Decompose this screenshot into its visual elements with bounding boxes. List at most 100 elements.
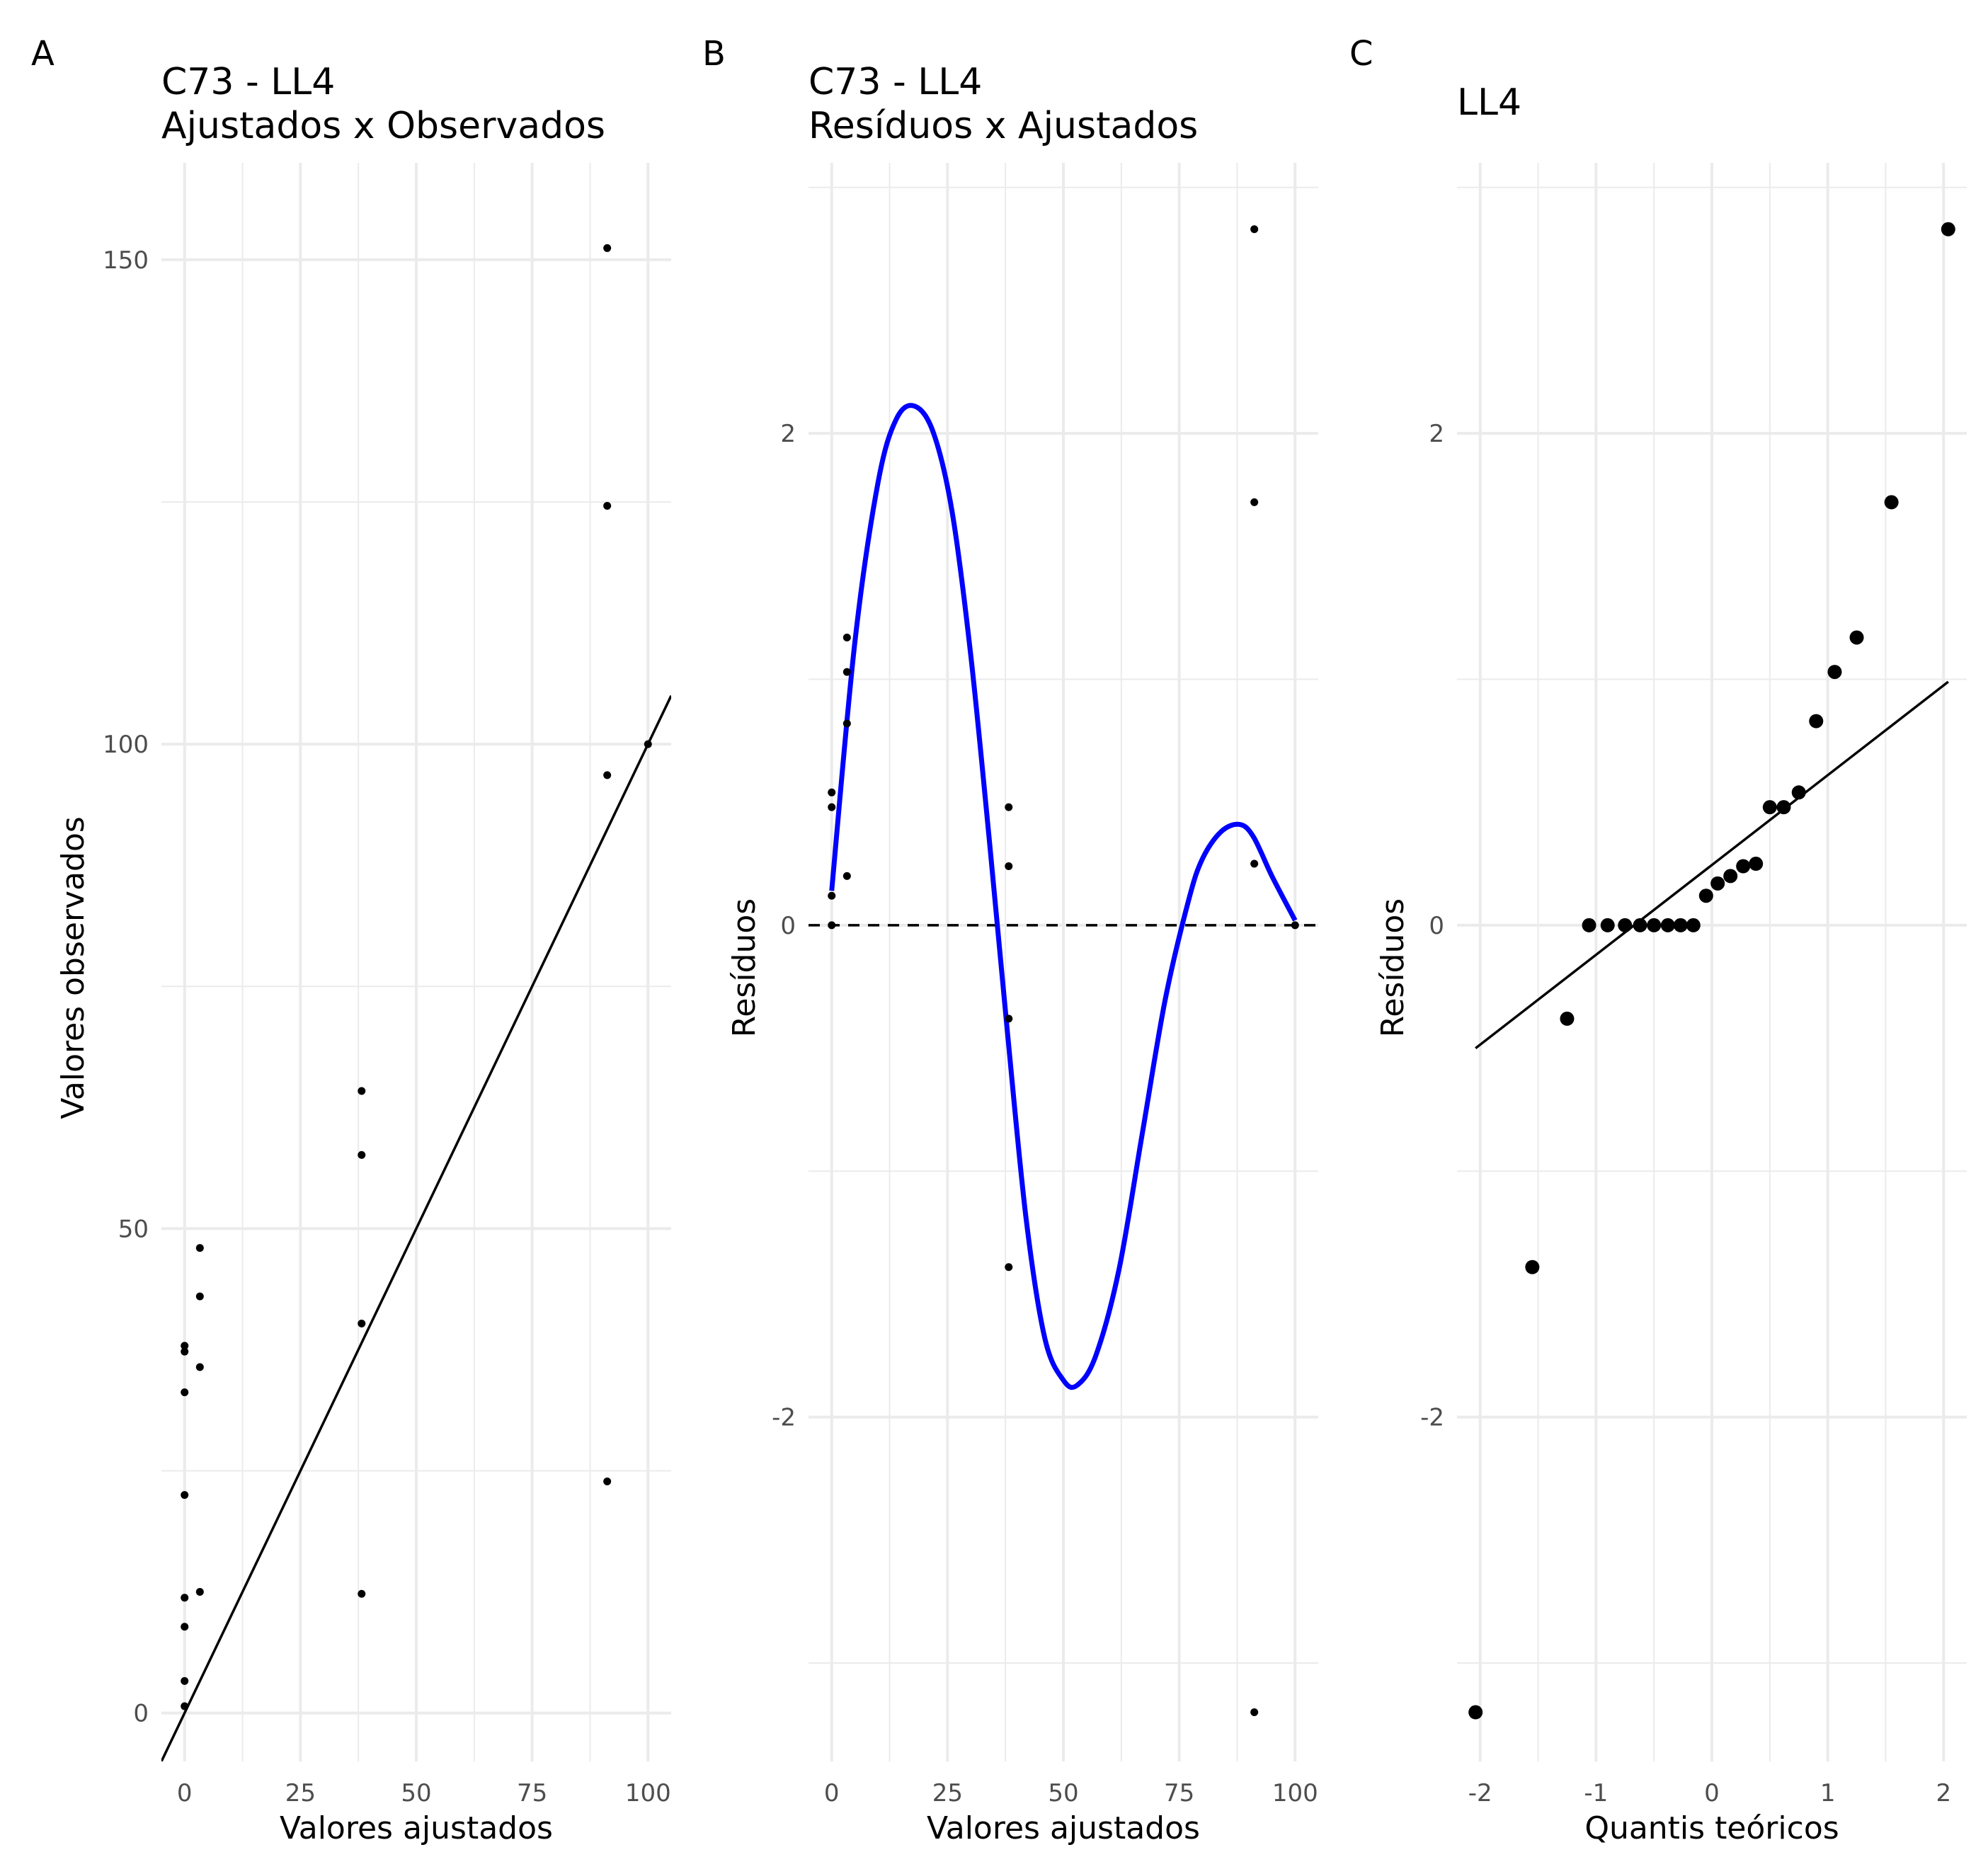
panel-tag: C: [1349, 34, 1373, 74]
panel-title: C73 - LL4: [809, 61, 982, 103]
data-point: [181, 1702, 189, 1710]
data-point: [1710, 876, 1725, 891]
data-point: [1673, 918, 1688, 932]
data-point: [644, 740, 652, 748]
data-point: [1849, 630, 1864, 645]
data-point: [1762, 800, 1777, 815]
panel-tag: B: [702, 34, 726, 74]
data-point: [1525, 1259, 1540, 1274]
data-point: [603, 244, 612, 252]
data-point: [1005, 1015, 1013, 1023]
y-tick-label: -2: [772, 1404, 796, 1432]
x-tick-label: 50: [401, 1779, 431, 1807]
data-point: [828, 788, 836, 796]
data-point: [181, 1342, 189, 1350]
x-axis-title: Valores ajustados: [927, 1810, 1200, 1846]
y-tick-label: 0: [133, 1700, 149, 1728]
x-axis-title: Quantis teóricos: [1584, 1810, 1839, 1846]
data-point: [1291, 921, 1299, 930]
y-tick-label: 50: [118, 1215, 149, 1243]
plot-area: [809, 225, 1318, 1717]
x-tick-label: 75: [517, 1779, 547, 1807]
data-point: [1791, 785, 1806, 800]
y-axis-title: Valores observados: [55, 816, 91, 1119]
panel-title: LL4: [1457, 81, 1521, 124]
data-point: [1468, 1705, 1483, 1720]
data-point: [1809, 714, 1824, 729]
y-tick-label: 0: [780, 912, 796, 940]
data-point: [603, 771, 612, 779]
data-point: [1776, 800, 1791, 815]
data-point: [195, 1292, 204, 1301]
data-point: [603, 1478, 612, 1486]
data-point: [195, 1244, 204, 1252]
data-point: [842, 633, 851, 641]
data-point: [195, 1588, 204, 1596]
panel-tag: A: [31, 34, 55, 74]
x-tick-label: 50: [1048, 1779, 1078, 1807]
x-tick-label: -2: [1468, 1779, 1492, 1807]
plot-area: [1468, 222, 1955, 1720]
data-point: [358, 1589, 366, 1598]
x-tick-label: 100: [1272, 1779, 1318, 1807]
data-point: [358, 1319, 366, 1327]
y-tick-label: 150: [103, 246, 149, 275]
data-point: [195, 1363, 204, 1371]
data-point: [181, 1676, 189, 1685]
y-tick-label: -2: [1420, 1404, 1444, 1432]
data-point: [1250, 498, 1259, 506]
data-point: [1250, 1708, 1259, 1717]
panel-a: 0 25 50 75 100 0 50 100 150 A C73 - LL4Ajustados …: [31, 34, 671, 1846]
data-point: [181, 1491, 189, 1499]
data-point: [1560, 1011, 1575, 1026]
x-tick-label: 0: [824, 1779, 840, 1807]
data-point: [1633, 918, 1647, 932]
data-point: [1250, 225, 1259, 234]
data-point: [1582, 918, 1596, 932]
data-point: [358, 1087, 366, 1095]
data-point: [1736, 859, 1751, 874]
x-tick-label: 0: [1704, 1779, 1720, 1807]
y-tick-label: 100: [103, 731, 149, 759]
reference-line: [1475, 680, 1949, 1049]
data-point: [828, 891, 836, 900]
data-point: [181, 1347, 189, 1356]
x-tick-label: 100: [625, 1779, 671, 1807]
data-point: [1941, 222, 1955, 236]
x-tick-label: 25: [932, 1779, 963, 1807]
x-tick-label: 0: [177, 1779, 193, 1807]
x-tick-label: 75: [1164, 1779, 1194, 1807]
y-axis-title: Resíduos: [1375, 898, 1411, 1037]
data-point: [358, 1150, 366, 1159]
data-point: [1698, 889, 1713, 903]
data-point: [1005, 803, 1013, 811]
x-tick-label: 25: [285, 1779, 316, 1807]
data-point: [1723, 869, 1738, 884]
data-point: [603, 501, 612, 510]
data-point: [1749, 857, 1764, 872]
data-point: [1827, 665, 1842, 680]
x-tick-label: 1: [1820, 1779, 1836, 1807]
data-point: [1005, 862, 1013, 871]
data-point: [828, 803, 836, 811]
data-point: [1618, 918, 1633, 932]
data-point: [181, 1623, 189, 1631]
panel-c: -2 -1 0 1 2 -2 0 2 C LL4 Quantis teóricos Resíduos: [1349, 34, 1967, 1846]
panel-subtitle: Ajustados x Observados: [161, 105, 605, 147]
data-point: [1250, 859, 1259, 868]
panel-title: C73 - LL4: [161, 61, 335, 103]
data-point: [1647, 918, 1662, 932]
y-tick-label: 2: [780, 420, 796, 448]
data-point: [828, 921, 836, 930]
data-point: [1884, 495, 1899, 510]
data-point: [181, 1594, 189, 1602]
y-axis-title: Resíduos: [726, 898, 762, 1037]
x-tick-label: 2: [1936, 1779, 1951, 1807]
data-point: [1005, 1263, 1013, 1272]
reference-line: [161, 695, 671, 1761]
y-tick-label: 0: [1429, 912, 1444, 940]
panel-subtitle: Resíduos x Ajustados: [809, 105, 1198, 147]
data-point: [842, 668, 851, 676]
data-point: [1686, 918, 1701, 932]
